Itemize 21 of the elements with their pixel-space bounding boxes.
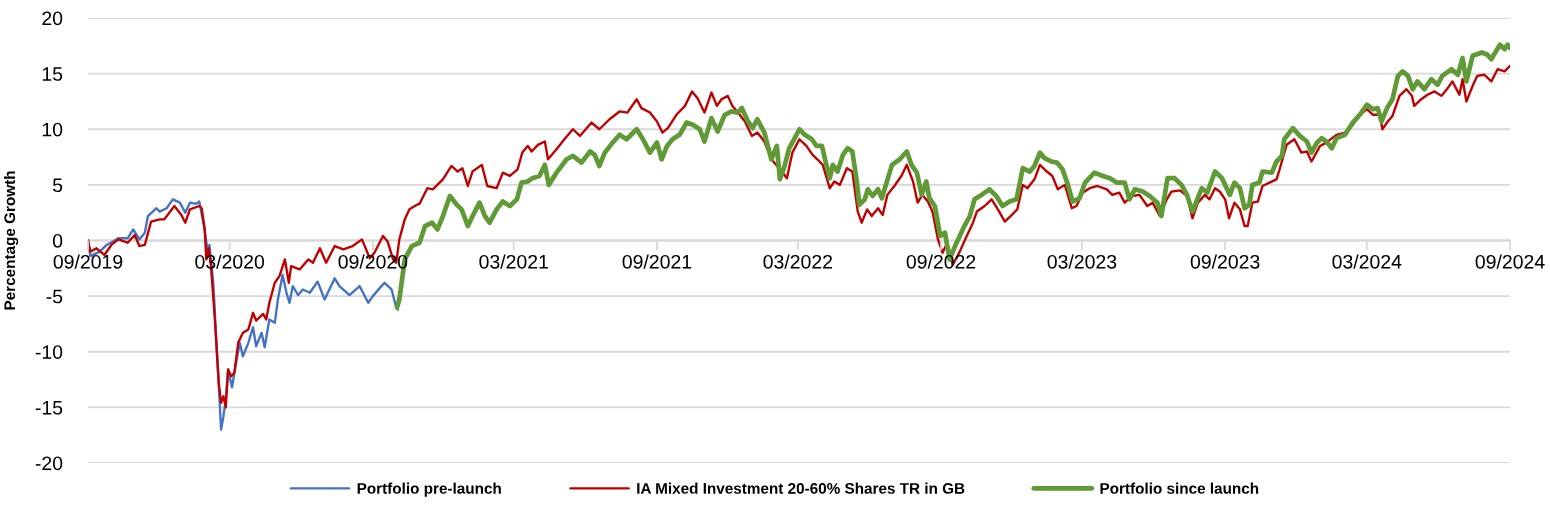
legend-label: IA Mixed Investment 20-60% Shares TR in GB xyxy=(637,482,965,494)
x-tick-label: 03/2024 xyxy=(1332,254,1402,269)
y-axis-title: Percentage Growth xyxy=(3,171,19,310)
y-tick-label: 15 xyxy=(42,67,63,81)
x-tick-label: 09/2021 xyxy=(622,254,692,269)
y-tick-label: -5 xyxy=(46,289,63,304)
y-tick-label: 10 xyxy=(42,122,63,137)
x-tick-label: 03/2023 xyxy=(1047,254,1117,269)
x-tick-label: 03/2021 xyxy=(479,254,548,269)
y-tick-label: -15 xyxy=(35,401,63,415)
legend-label: Portfolio pre-launch xyxy=(357,482,501,497)
legend-label: Portfolio since launch xyxy=(1100,482,1259,494)
y-tick-label: 20 xyxy=(42,11,63,26)
y-tick-label: -20 xyxy=(35,456,63,471)
y-tick-label: 0 xyxy=(52,233,63,248)
x-tick-label: 09/2019 xyxy=(53,254,123,269)
y-tick-label: -10 xyxy=(35,345,63,359)
x-tick-label: 09/2024 xyxy=(1475,254,1545,269)
x-tick-label: 03/2022 xyxy=(763,254,832,269)
y-tick-label: 5 xyxy=(52,178,63,193)
x-tick-label: 09/2023 xyxy=(1190,254,1260,269)
